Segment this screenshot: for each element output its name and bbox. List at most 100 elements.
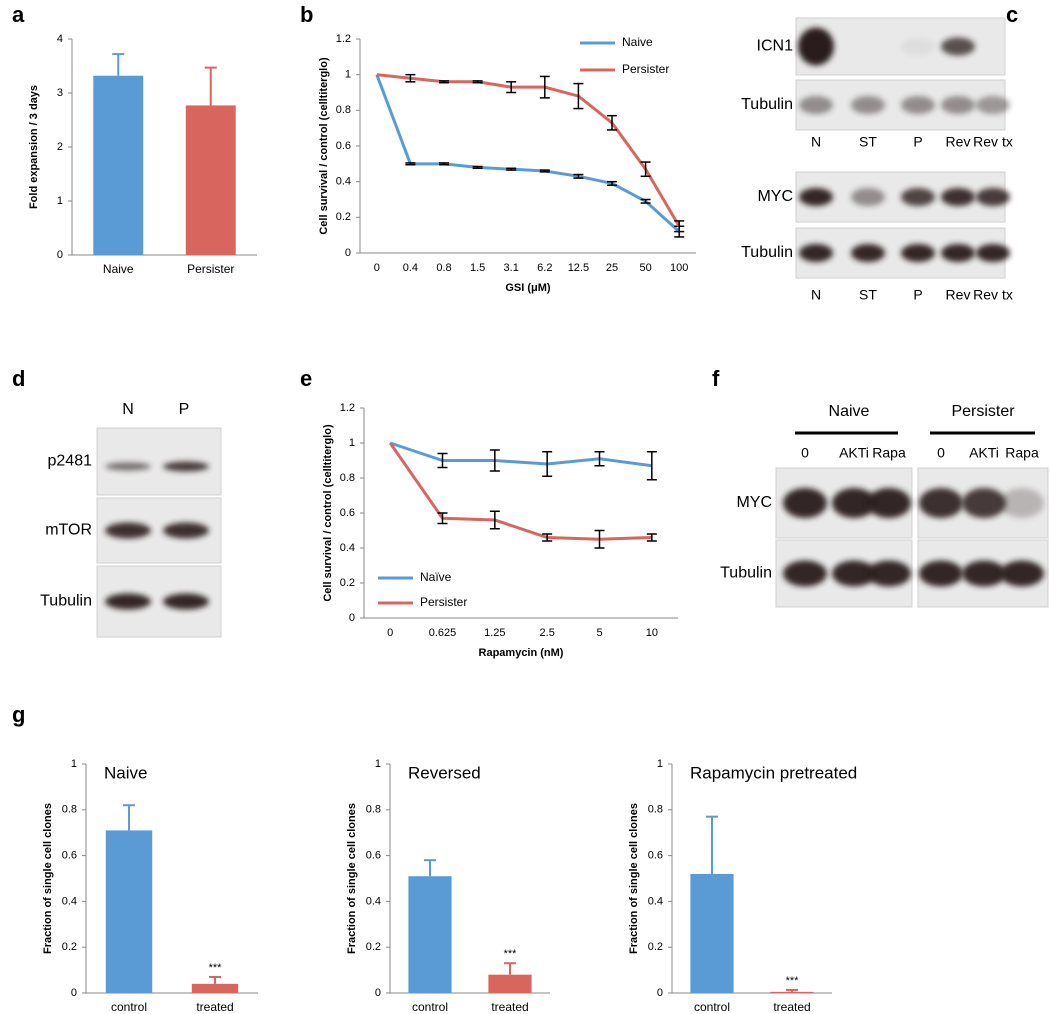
x-tick-label: 0.4	[403, 262, 418, 274]
x-tick-label: treated	[773, 1000, 810, 1014]
blot-band	[832, 488, 876, 518]
y-tick-label: 0.4	[648, 895, 663, 907]
x-tick-label: control	[694, 1000, 730, 1014]
y-tick-label: 0.6	[648, 850, 663, 862]
y-axis-label: Cell survival / control (celltiterglo)	[318, 57, 330, 235]
series-line	[376, 73, 681, 228]
y-tick-label: 1	[349, 437, 355, 449]
legend-label: Naive	[622, 35, 653, 49]
significance: ***	[786, 975, 800, 987]
y-axis-label: Fold expansion / 3 days	[28, 85, 40, 209]
y-tick-label: 0	[657, 987, 663, 999]
blot-band	[867, 488, 911, 518]
bar	[191, 983, 239, 993]
blot-lane-label: P	[179, 401, 190, 418]
blot-band	[163, 461, 209, 472]
blot-band	[799, 96, 833, 114]
x-tick-label: 0	[387, 627, 393, 639]
bar	[93, 75, 144, 255]
y-tick-label: 0.4	[340, 542, 355, 554]
x-tick-label: Naive	[103, 262, 134, 276]
blot-band	[901, 188, 935, 206]
bar	[408, 876, 452, 993]
y-tick-label: 0	[349, 612, 355, 624]
x-axis-label: GSI (μM)	[505, 282, 551, 294]
x-tick-label: 100	[670, 262, 688, 274]
y-tick-label: 0.4	[336, 176, 351, 188]
blot-lane-label: Rev	[946, 287, 971, 303]
y-tick-label: 1	[71, 758, 77, 770]
blot-band	[105, 593, 151, 610]
blot-lane-label: N	[811, 134, 821, 150]
y-tick-label: 1.2	[336, 33, 351, 45]
condition-label: Persister	[951, 403, 1015, 420]
y-tick-label: 0.2	[62, 941, 77, 953]
panel-label: e	[300, 366, 312, 391]
series-line	[388, 442, 652, 541]
blot-lane-label: P	[913, 287, 922, 303]
blot-row-label: p2481	[48, 453, 93, 470]
blot-lane-label: Rev tx	[973, 134, 1013, 150]
blot-lane-label: Rapa	[1005, 445, 1039, 461]
blot-row-label: MYC	[736, 494, 772, 511]
y-tick-label: 1	[375, 758, 381, 770]
significance: ***	[209, 962, 223, 974]
blot-row-label: Tubulin	[741, 244, 793, 261]
y-tick-label: 1	[345, 69, 351, 81]
significance: ***	[504, 948, 518, 960]
blot-band	[919, 560, 963, 587]
blot-band	[851, 188, 885, 206]
blot-band	[976, 188, 1010, 206]
blot-band	[783, 488, 827, 518]
y-tick-label: 2	[57, 141, 63, 153]
legend-label: Persister	[420, 595, 467, 609]
x-tick-label: 1.5	[470, 262, 485, 274]
y-tick-label: 0.4	[366, 895, 381, 907]
x-tick-label: 2.5	[540, 627, 555, 639]
blot-row-label: Tubulin	[741, 96, 793, 113]
blot-band	[163, 593, 209, 610]
blot-band	[783, 560, 827, 587]
series-line	[389, 441, 653, 468]
blot-row-label: MYC	[757, 188, 793, 205]
x-tick-label: 10	[646, 627, 658, 639]
blot-lane-label: Rev tx	[973, 287, 1013, 303]
blot-band	[832, 560, 876, 587]
blot-band	[941, 96, 975, 114]
blot-row-label: Tubulin	[40, 593, 92, 610]
blot-band	[901, 96, 935, 114]
blot-band	[798, 27, 834, 66]
bar	[185, 105, 236, 255]
blot-band	[1000, 488, 1044, 518]
x-tick-label: 1.25	[484, 627, 505, 639]
y-tick-label: 0	[71, 987, 77, 999]
bar	[488, 974, 532, 993]
y-tick-label: 1	[57, 195, 63, 207]
bar	[690, 873, 734, 993]
x-tick-label: 0.8	[436, 262, 451, 274]
x-tick-label: treated	[491, 1000, 528, 1014]
blot-band	[976, 244, 1010, 262]
y-tick-label: 0.8	[340, 472, 355, 484]
x-tick-label: 3.1	[504, 262, 519, 274]
panel-label: g	[12, 702, 25, 727]
blot-band	[976, 96, 1010, 114]
blot-band	[941, 244, 975, 262]
blot-row-label: ICN1	[757, 38, 794, 55]
y-tick-label: 0.2	[648, 941, 663, 953]
x-tick-label: 25	[606, 262, 618, 274]
y-axis-label: Cell survival / control (celltiterglo)	[322, 424, 334, 602]
blot-band	[799, 188, 833, 206]
y-tick-label: 0	[375, 987, 381, 999]
blot-lane-label: P	[913, 134, 922, 150]
chart-title: Rapamycin pretreated	[690, 763, 857, 782]
y-tick-label: 0.2	[366, 941, 381, 953]
panel-label: d	[12, 366, 25, 391]
y-tick-label: 0.6	[340, 507, 355, 519]
blot-lane-label: 0	[801, 445, 809, 461]
y-tick-label: 3	[57, 87, 63, 99]
panel-label: c	[1006, 2, 1018, 27]
chart-title: Naive	[104, 763, 147, 782]
bar	[770, 991, 814, 993]
chart-title: Reversed	[408, 763, 481, 782]
